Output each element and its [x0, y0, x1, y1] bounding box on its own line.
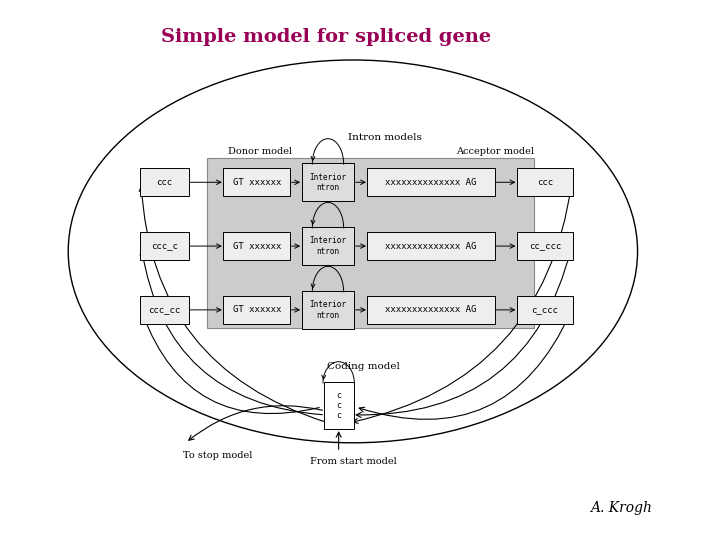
Text: ccc_cc: ccc_cc — [148, 306, 181, 314]
Text: A. Krogh: A. Krogh — [590, 501, 652, 515]
Text: c
c
c: c c c — [336, 390, 341, 421]
FancyBboxPatch shape — [367, 232, 495, 260]
FancyBboxPatch shape — [324, 382, 354, 429]
Text: xxxxxxxxxxxxxx AG: xxxxxxxxxxxxxx AG — [385, 241, 477, 251]
Text: GT xxxxxx: GT xxxxxx — [233, 306, 281, 314]
Text: Coding model: Coding model — [327, 362, 400, 371]
FancyBboxPatch shape — [302, 163, 354, 201]
FancyBboxPatch shape — [223, 296, 290, 323]
FancyBboxPatch shape — [517, 168, 573, 196]
Text: xxxxxxxxxxxxxx AG: xxxxxxxxxxxxxx AG — [385, 306, 477, 314]
Text: Interior
ntron: Interior ntron — [310, 173, 346, 192]
Text: GT xxxxxx: GT xxxxxx — [233, 241, 281, 251]
Text: Acceptor model: Acceptor model — [456, 147, 534, 156]
Text: Interior
ntron: Interior ntron — [310, 300, 346, 320]
Text: xxxxxxxxxxxxxx AG: xxxxxxxxxxxxxx AG — [385, 178, 477, 187]
FancyBboxPatch shape — [517, 296, 573, 323]
FancyBboxPatch shape — [223, 232, 290, 260]
FancyBboxPatch shape — [367, 168, 495, 196]
Text: Interior
ntron: Interior ntron — [310, 237, 346, 256]
Text: c_ccc: c_ccc — [531, 306, 559, 314]
Text: ccc: ccc — [156, 178, 172, 187]
FancyBboxPatch shape — [207, 158, 534, 328]
Text: GT xxxxxx: GT xxxxxx — [233, 178, 281, 187]
FancyBboxPatch shape — [517, 232, 573, 260]
Text: To stop model: To stop model — [183, 451, 252, 460]
FancyBboxPatch shape — [140, 296, 189, 323]
Text: ccc: ccc — [537, 178, 553, 187]
Text: Intron models: Intron models — [348, 133, 422, 143]
FancyBboxPatch shape — [302, 291, 354, 329]
Text: From start model: From start model — [310, 457, 396, 466]
Text: cc_ccc: cc_ccc — [529, 241, 561, 251]
Text: ccc_c: ccc_c — [151, 241, 178, 251]
Text: Donor model: Donor model — [228, 147, 292, 156]
FancyBboxPatch shape — [302, 227, 354, 265]
Text: Simple model for spliced gene: Simple model for spliced gene — [161, 28, 491, 46]
FancyBboxPatch shape — [140, 168, 189, 196]
FancyBboxPatch shape — [140, 232, 189, 260]
FancyBboxPatch shape — [223, 168, 290, 196]
FancyBboxPatch shape — [367, 296, 495, 323]
